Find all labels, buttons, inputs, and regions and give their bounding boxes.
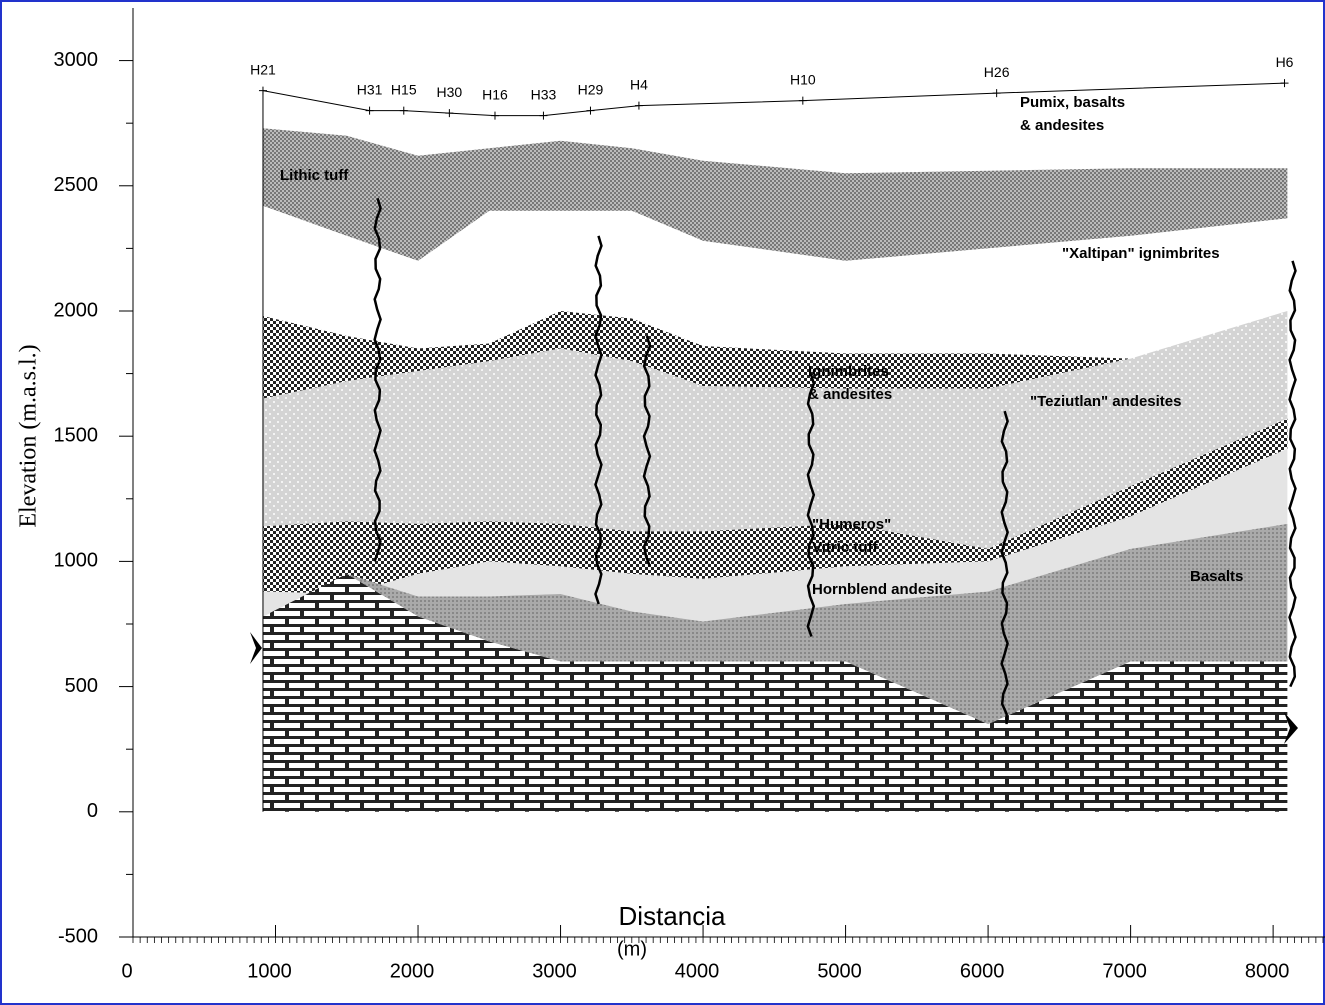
x-axis-title: Distancia	[619, 901, 726, 931]
x-tick-label: 4000	[675, 960, 720, 982]
well-label: H4	[630, 76, 648, 92]
y-tick-label: 2500	[54, 174, 99, 196]
x-tick-label: 0	[121, 960, 132, 982]
layer-label: & andesites	[1020, 117, 1104, 134]
layer-label: Pumix, basalts	[1020, 94, 1125, 111]
y-tick-label: 1000	[54, 550, 99, 572]
x-tick-label: 2000	[390, 960, 435, 982]
well-label: H10	[790, 71, 816, 87]
y-tick-label: 2000	[54, 299, 99, 321]
y-tick-label: 500	[65, 675, 98, 697]
layer-label: Hornblend andesite	[812, 581, 952, 598]
layer-label: Ignimbrites	[808, 363, 889, 380]
section-arrow	[250, 632, 262, 664]
x-tick-label: 8000	[1245, 960, 1290, 982]
x-tick-label: 6000	[960, 960, 1005, 982]
well-trace	[1290, 261, 1296, 687]
well-label: H30	[437, 84, 463, 100]
well-label: H6	[1276, 54, 1294, 70]
well-label: H16	[482, 86, 508, 102]
well-label: H33	[531, 86, 557, 102]
well-label: H21	[250, 61, 276, 77]
layers	[263, 86, 1287, 812]
chart: Distancia (m) Elevation (m.a.s.l.) Pumix…	[0, 0, 1325, 1005]
layer-label: Vitric tuff	[812, 539, 879, 556]
layer-label: "Teziutlan" andesites	[1030, 393, 1181, 410]
well-label: H29	[578, 81, 604, 97]
y-tick-label: 0	[87, 800, 98, 822]
x-tick-label: 1000	[247, 960, 292, 982]
layer-label: "Xaltipan" ignimbrites	[1062, 245, 1220, 262]
x-tick-label: 5000	[817, 960, 862, 982]
layer-label: "Humeros"	[812, 516, 891, 533]
x-tick-label: 3000	[532, 960, 577, 982]
y-tick-label: 1500	[54, 424, 99, 446]
y-axis-title: Elevation (m.a.s.l.)	[16, 344, 42, 527]
y-tick-label: -500	[58, 925, 98, 947]
x-tick-label: 7000	[1102, 960, 1147, 982]
well-label: H26	[984, 64, 1010, 80]
layer-label: & andesites	[808, 386, 892, 403]
y-tick-label: 3000	[54, 49, 99, 71]
well-label: H31	[357, 81, 383, 97]
layer-label: Basalts	[1190, 568, 1243, 585]
layer-label: Lithic tuff	[280, 167, 349, 184]
well-label: H15	[391, 81, 417, 97]
